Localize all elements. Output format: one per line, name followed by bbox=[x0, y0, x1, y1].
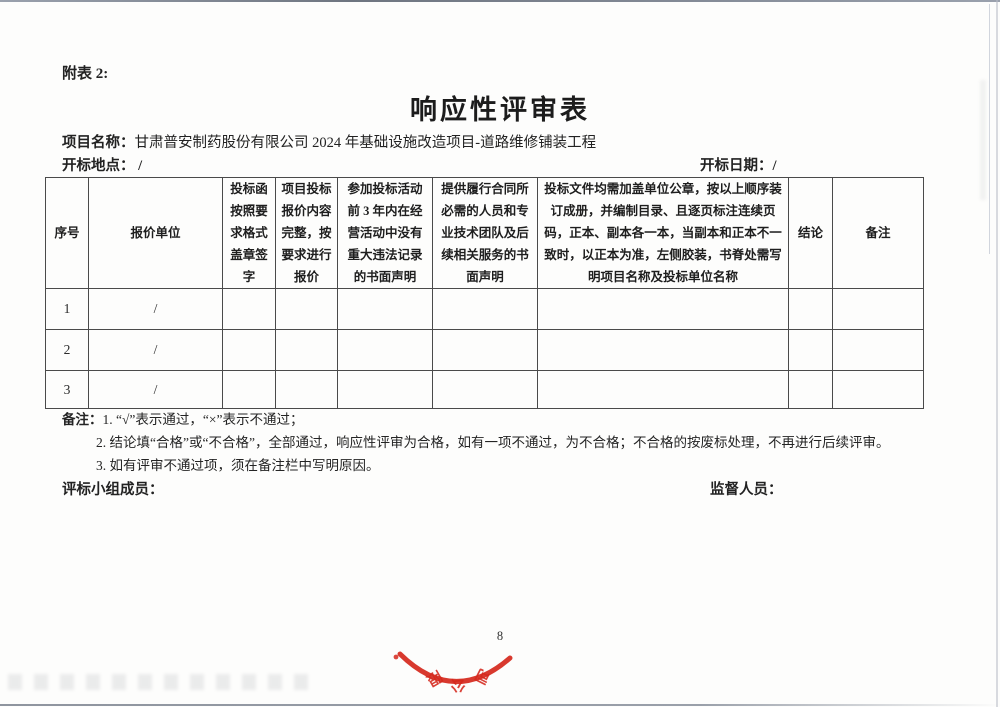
evaluation-team-label: 评标小组成员： bbox=[62, 482, 164, 498]
notes-label: 备注： bbox=[62, 412, 103, 427]
seq-cell: 1 bbox=[45, 288, 89, 330]
bidder-cell: / bbox=[88, 370, 223, 409]
col-header-personnel: 提供履行合同所必需的人员和专业技术团队及后续相关服务的书面声明 bbox=[432, 177, 538, 289]
col-header-no-violation: 参加投标活动前 3 年内在经营活动中没有重大违法记录的书面声明 bbox=[337, 177, 433, 289]
table-row: 2 / bbox=[45, 329, 924, 371]
check-cell bbox=[337, 288, 433, 330]
col-header-bidder: 报价单位 bbox=[88, 177, 223, 289]
check-cell bbox=[222, 288, 276, 330]
scan-smudge bbox=[8, 674, 308, 690]
bid-opening-place-value: / bbox=[138, 158, 143, 174]
seq-cell: 3 bbox=[45, 370, 89, 409]
project-name-line: 项目名称：甘肃普安制药股份有限公司 2024 年基础设施改造项目-道路维修铺装工… bbox=[62, 131, 596, 152]
stamp-character: 司 bbox=[472, 665, 493, 687]
check-cell bbox=[537, 288, 789, 330]
scan-smudge bbox=[980, 80, 986, 200]
bidder-cell: / bbox=[88, 329, 223, 371]
remarks-cell bbox=[832, 329, 924, 371]
note-item: 2. 结论填“合格”或“不合格”，全部通过，响应性评审为合格，如有一项不通过，为… bbox=[96, 435, 890, 450]
check-cell bbox=[337, 370, 433, 409]
stamp-character: 限 bbox=[423, 667, 445, 689]
col-header-price-complete: 项目投标报价内容完整，按要求进行报价 bbox=[275, 177, 338, 289]
stamp-character: 公 bbox=[450, 676, 466, 694]
supervisor-label: 监督人员： bbox=[710, 482, 783, 498]
table-row: 3 / bbox=[45, 370, 924, 409]
check-cell bbox=[275, 370, 338, 409]
col-header-bid-letter: 投标函按照要求格式盖章签字 bbox=[222, 177, 276, 289]
responsiveness-review-table: 序号 报价单位 投标函按照要求格式盖章签字 项目投标报价内容完整，按要求进行报价… bbox=[45, 177, 924, 409]
scan-edge-bottom bbox=[0, 704, 1000, 706]
scan-edge-right bbox=[996, 0, 998, 707]
col-header-conclusion: 结论 bbox=[788, 177, 833, 289]
appendix-label: 附表 2: bbox=[62, 66, 109, 82]
note-item: 3. 如有评审不通过项，须在备注栏中写明原因。 bbox=[96, 458, 380, 473]
check-cell bbox=[432, 288, 538, 330]
bid-opening-date-value: / bbox=[772, 158, 777, 174]
conclusion-cell bbox=[788, 329, 833, 371]
conclusion-cell bbox=[788, 288, 833, 330]
remarks-cell bbox=[832, 370, 924, 409]
bid-opening-line: 开标地点： / 开标日期：/ bbox=[62, 154, 777, 175]
bid-opening-date-label: 开标日期： bbox=[700, 158, 773, 174]
col-header-remarks: 备注 bbox=[832, 177, 924, 289]
project-name-label: 项目名称： bbox=[62, 135, 135, 151]
page-title: 响应性评审表 bbox=[410, 95, 590, 125]
check-cell bbox=[222, 329, 276, 371]
check-cell bbox=[537, 370, 789, 409]
seal-arc bbox=[397, 651, 513, 684]
notes-block: 备注：1. “√”表示通过，“×”表示不通过； 2. 结论填“合格”或“不合格”… bbox=[62, 408, 962, 477]
scan-artifact-line bbox=[989, 4, 990, 254]
note-item: 1. “√”表示通过，“×”表示不通过； bbox=[102, 412, 304, 427]
check-cell bbox=[432, 370, 538, 409]
partial-red-seal-stamp: 限 公 司 bbox=[393, 651, 513, 694]
seq-cell: 2 bbox=[45, 329, 89, 371]
table-header-row: 序号 报价单位 投标函按照要求格式盖章签字 项目投标报价内容完整，按要求进行报价… bbox=[45, 177, 924, 289]
conclusion-cell bbox=[788, 370, 833, 409]
project-name-value: 甘肃普安制药股份有限公司 2024 年基础设施改造项目-道路维修铺装工程 bbox=[134, 135, 597, 151]
check-cell bbox=[222, 370, 276, 409]
check-cell bbox=[275, 329, 338, 371]
note-line: 备注：1. “√”表示通过，“×”表示不通过； bbox=[62, 408, 962, 431]
bidder-cell: / bbox=[88, 288, 223, 330]
check-cell bbox=[432, 329, 538, 371]
remarks-cell bbox=[832, 288, 924, 330]
bid-opening-place-label: 开标地点： bbox=[62, 158, 135, 174]
col-header-seq: 序号 bbox=[45, 177, 89, 289]
page-number: 8 bbox=[496, 629, 504, 643]
check-cell bbox=[537, 329, 789, 371]
scan-edge-top bbox=[0, 0, 1000, 2]
col-header-binding-requirements: 投标文件均需加盖单位公章，按以上顺序装订成册，并编制目录、且逐页标注连续页码，正… bbox=[537, 177, 789, 289]
table-row: 1 / bbox=[45, 288, 924, 330]
seal-speck bbox=[393, 654, 399, 660]
check-cell bbox=[337, 329, 433, 371]
check-cell bbox=[275, 288, 338, 330]
